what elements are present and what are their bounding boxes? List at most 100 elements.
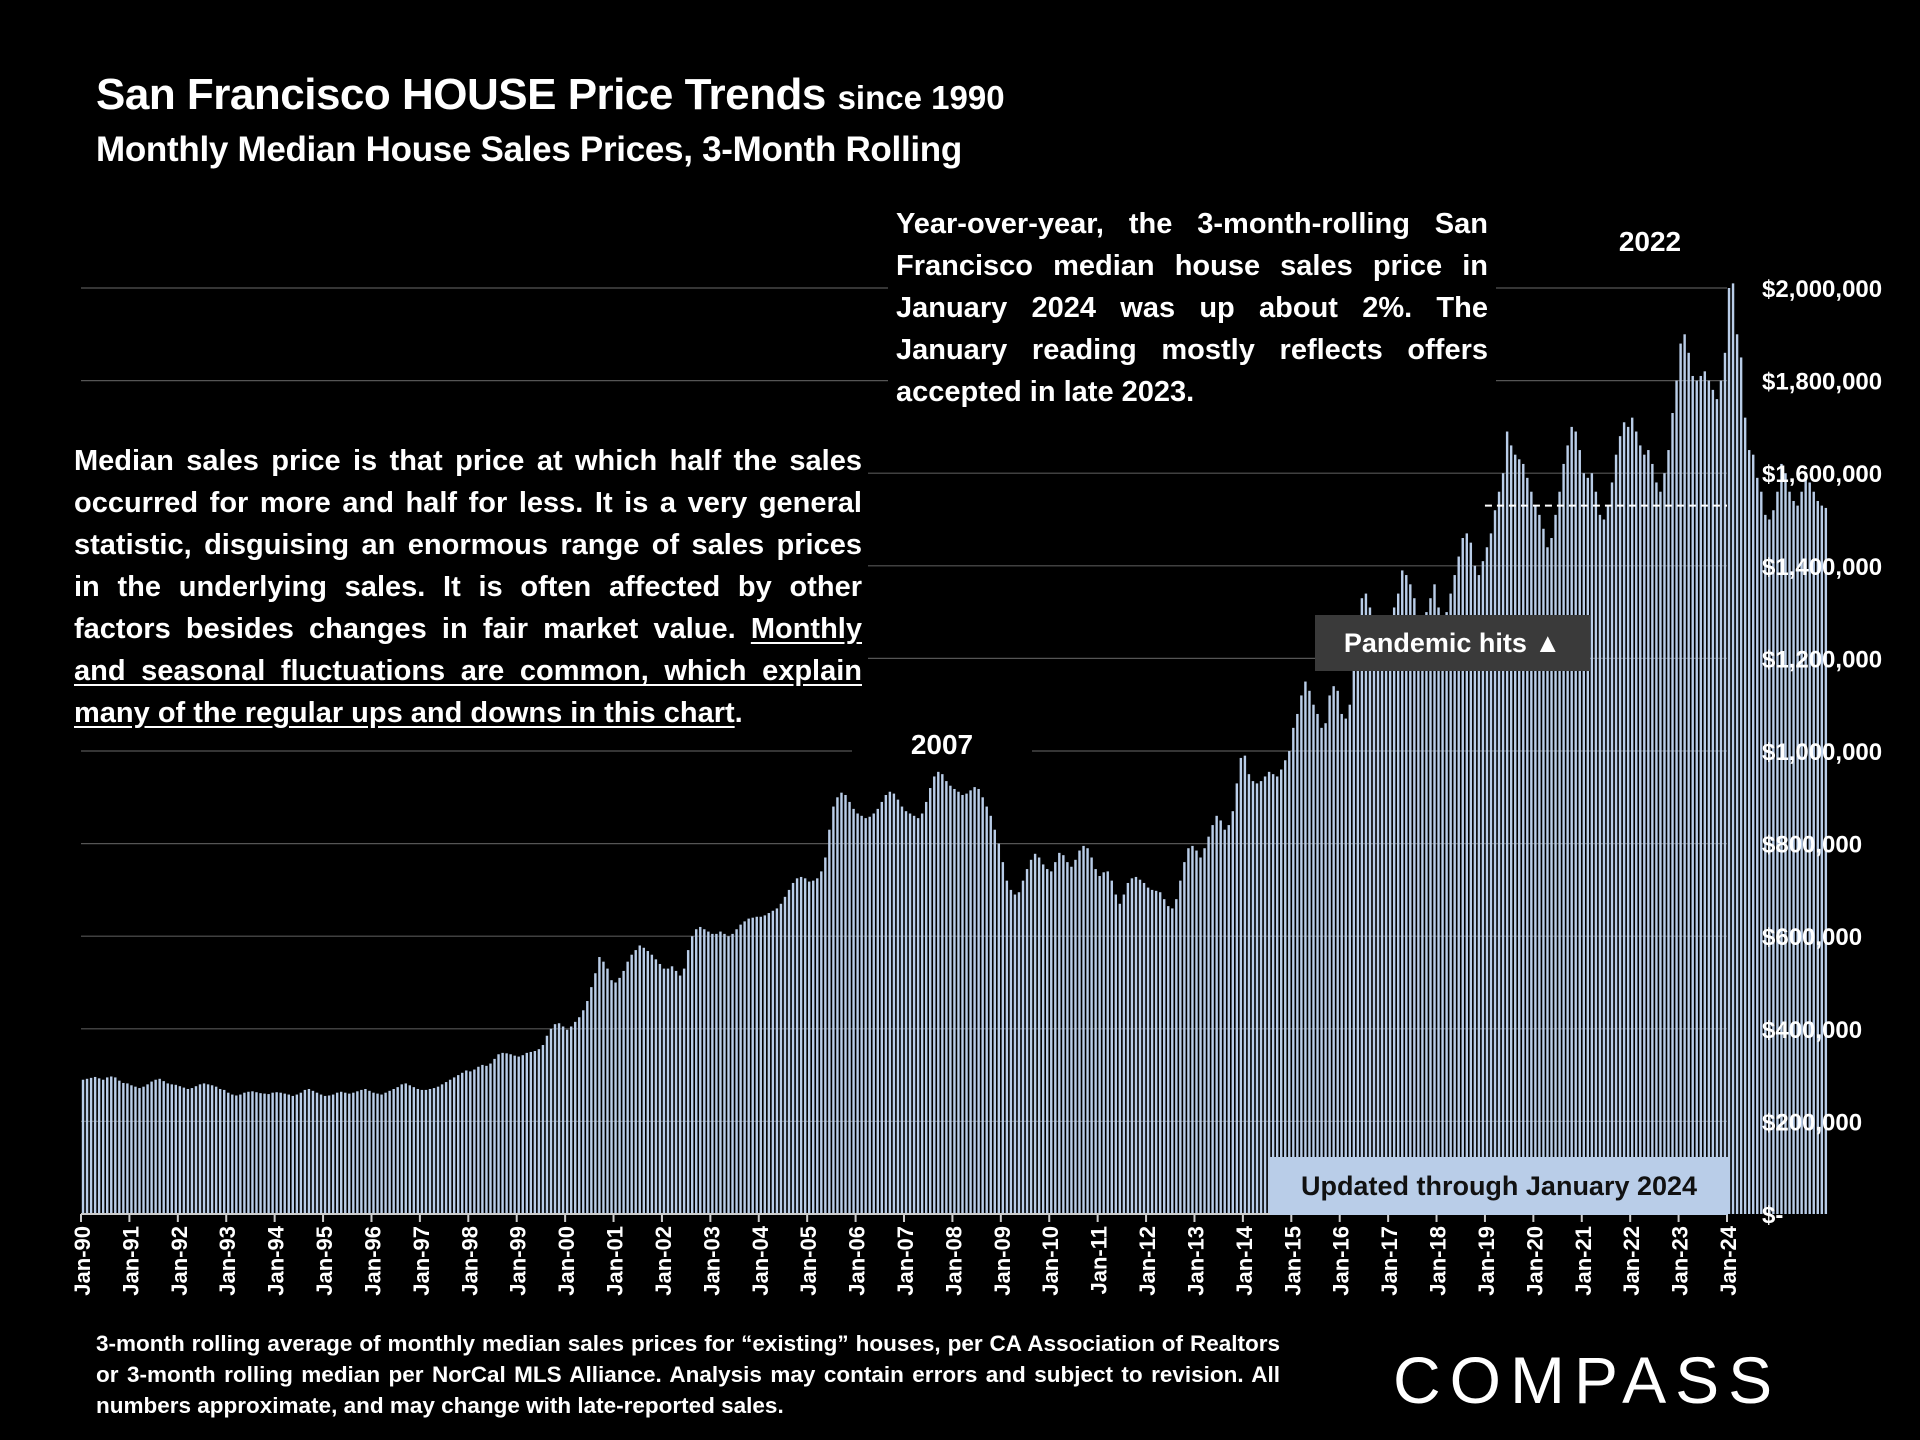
x-tick-label: Jan-11 bbox=[1087, 1226, 1112, 1295]
bar bbox=[638, 945, 641, 1214]
bar bbox=[392, 1088, 395, 1214]
bar bbox=[1263, 776, 1267, 1214]
bar bbox=[1804, 473, 1807, 1214]
bar bbox=[1465, 533, 1468, 1214]
bar bbox=[852, 808, 855, 1215]
bar bbox=[654, 959, 658, 1214]
bar bbox=[513, 1055, 516, 1214]
bar bbox=[457, 1075, 460, 1214]
bar bbox=[1586, 477, 1590, 1215]
bar bbox=[501, 1052, 504, 1214]
bar bbox=[1788, 491, 1791, 1215]
bar bbox=[747, 918, 750, 1214]
bar bbox=[231, 1094, 234, 1214]
bar bbox=[783, 896, 787, 1214]
bar bbox=[916, 818, 920, 1214]
bar bbox=[557, 1023, 561, 1214]
bar bbox=[1699, 375, 1702, 1215]
bar bbox=[1288, 751, 1291, 1214]
bar bbox=[1078, 850, 1081, 1214]
bar bbox=[1723, 352, 1727, 1214]
bar bbox=[634, 950, 637, 1214]
bar bbox=[1001, 862, 1005, 1214]
bar bbox=[481, 1064, 484, 1214]
bar bbox=[1316, 713, 1319, 1214]
bar bbox=[247, 1091, 250, 1214]
bar bbox=[1074, 859, 1077, 1214]
bar bbox=[1062, 855, 1065, 1214]
bar bbox=[820, 871, 823, 1214]
bar bbox=[1215, 815, 1218, 1214]
bar bbox=[1687, 352, 1690, 1214]
bar bbox=[795, 878, 799, 1214]
bar bbox=[331, 1094, 335, 1214]
bar bbox=[81, 1079, 85, 1214]
bar bbox=[521, 1055, 524, 1214]
x-tick-label: Jan-06 bbox=[845, 1226, 870, 1296]
bar bbox=[448, 1079, 452, 1214]
bar bbox=[856, 813, 859, 1214]
bar bbox=[1247, 774, 1251, 1214]
bar bbox=[1312, 704, 1315, 1214]
bar bbox=[953, 788, 956, 1214]
bar bbox=[1776, 491, 1779, 1215]
bar bbox=[1602, 519, 1606, 1214]
x-tick-label: Jan-04 bbox=[748, 1225, 773, 1295]
bar bbox=[678, 975, 682, 1214]
bar bbox=[93, 1076, 97, 1214]
bar bbox=[1796, 505, 1799, 1214]
median-note-end: . bbox=[734, 697, 743, 729]
bar bbox=[473, 1069, 476, 1214]
bar bbox=[1231, 811, 1235, 1214]
bar bbox=[1614, 454, 1618, 1214]
bar bbox=[739, 924, 742, 1215]
x-tick-label: Jan-17 bbox=[1377, 1226, 1402, 1296]
x-tick-label: Jan-97 bbox=[409, 1226, 434, 1296]
bar bbox=[1380, 635, 1384, 1214]
bar bbox=[985, 806, 988, 1214]
x-tick-label: Jan-91 bbox=[118, 1226, 143, 1296]
x-tick-label: Jan-18 bbox=[1426, 1226, 1451, 1296]
bar bbox=[606, 968, 609, 1214]
bar bbox=[1013, 894, 1017, 1214]
bar bbox=[937, 771, 940, 1214]
bar bbox=[348, 1093, 351, 1214]
bar bbox=[1134, 876, 1138, 1214]
bar bbox=[1154, 890, 1158, 1214]
bar bbox=[1707, 380, 1711, 1215]
x-tick-label: Jan-95 bbox=[312, 1226, 337, 1296]
bar bbox=[1501, 473, 1505, 1214]
bar bbox=[380, 1094, 383, 1214]
bar bbox=[154, 1079, 157, 1214]
bar bbox=[1526, 477, 1529, 1215]
bar bbox=[1308, 690, 1311, 1214]
bar bbox=[1106, 871, 1109, 1214]
bar bbox=[1719, 380, 1723, 1215]
bar bbox=[1009, 889, 1013, 1214]
bar bbox=[533, 1051, 537, 1214]
bar bbox=[1461, 538, 1464, 1214]
bar bbox=[1401, 570, 1404, 1214]
bar bbox=[816, 878, 819, 1214]
bar bbox=[1376, 630, 1380, 1214]
bar bbox=[344, 1092, 347, 1214]
bar bbox=[949, 785, 952, 1214]
bar bbox=[929, 788, 932, 1214]
bar bbox=[1405, 575, 1408, 1214]
bar bbox=[1756, 477, 1759, 1215]
bar bbox=[259, 1093, 262, 1214]
bar bbox=[372, 1092, 375, 1214]
bar bbox=[1179, 880, 1182, 1214]
bar bbox=[1820, 505, 1824, 1214]
bar bbox=[251, 1091, 254, 1214]
x-tick-label: Jan-93 bbox=[215, 1226, 240, 1296]
bar bbox=[735, 929, 738, 1214]
bar bbox=[227, 1092, 230, 1214]
bar bbox=[1590, 473, 1594, 1214]
bar bbox=[1041, 864, 1045, 1214]
bar bbox=[384, 1092, 387, 1214]
bar bbox=[1513, 454, 1517, 1214]
bar bbox=[1574, 431, 1577, 1214]
x-tick-label: Jan-99 bbox=[506, 1226, 531, 1296]
x-tick-label: Jan-10 bbox=[1038, 1226, 1063, 1296]
